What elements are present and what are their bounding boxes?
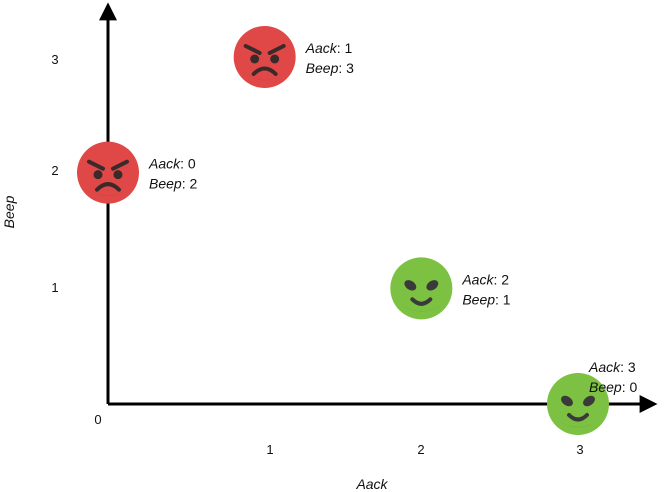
data-point: Aack: 0 Beep: 2 bbox=[77, 141, 197, 204]
data-point: Aack: 1 Beep: 3 bbox=[233, 26, 354, 88]
data-label-x: Aack: 0 bbox=[148, 156, 196, 172]
data-label-x: Aack: 3 bbox=[588, 359, 636, 375]
data-label-y: Beep: 3 bbox=[306, 60, 354, 76]
data-point: Aack: 2 Beep: 1 bbox=[390, 257, 511, 320]
data-label-y: Beep: 0 bbox=[589, 379, 637, 395]
x-tick-label-3: 3 bbox=[576, 442, 583, 457]
data-label-y: Beep: 1 bbox=[462, 291, 510, 307]
alien-face-icon bbox=[390, 257, 453, 320]
points-layer: Aack: 1 Beep: 3 Aack: 0 Beep: 2 Aack: 2 Beep:… bbox=[77, 26, 637, 435]
y-tick-label-2: 2 bbox=[51, 163, 58, 178]
origin-label: 0 bbox=[94, 412, 101, 427]
x-axis-title: Aack bbox=[355, 476, 388, 492]
y-tick-label-3: 3 bbox=[51, 52, 58, 67]
angry-face-icon bbox=[77, 141, 139, 204]
alien-face-icon bbox=[547, 373, 609, 435]
y-tick-label-1: 1 bbox=[51, 280, 58, 295]
y-axis-title: Beep bbox=[1, 195, 17, 228]
x-tick-label-1: 1 bbox=[266, 442, 273, 457]
data-point: Aack: 3 Beep: 0 bbox=[547, 359, 637, 435]
angry-face-icon bbox=[233, 26, 296, 88]
data-label-x: Aack: 1 bbox=[305, 40, 353, 56]
data-label-y: Beep: 2 bbox=[149, 176, 197, 192]
data-label-x: Aack: 2 bbox=[461, 271, 509, 287]
x-tick-label-2: 2 bbox=[417, 442, 424, 457]
